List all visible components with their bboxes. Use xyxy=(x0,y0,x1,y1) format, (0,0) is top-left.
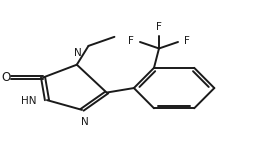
Text: F: F xyxy=(128,36,134,46)
Text: N: N xyxy=(81,117,88,127)
Text: HN: HN xyxy=(21,96,37,106)
Text: O: O xyxy=(1,71,11,84)
Text: F: F xyxy=(184,36,190,46)
Text: N: N xyxy=(74,48,82,58)
Text: F: F xyxy=(156,22,162,32)
